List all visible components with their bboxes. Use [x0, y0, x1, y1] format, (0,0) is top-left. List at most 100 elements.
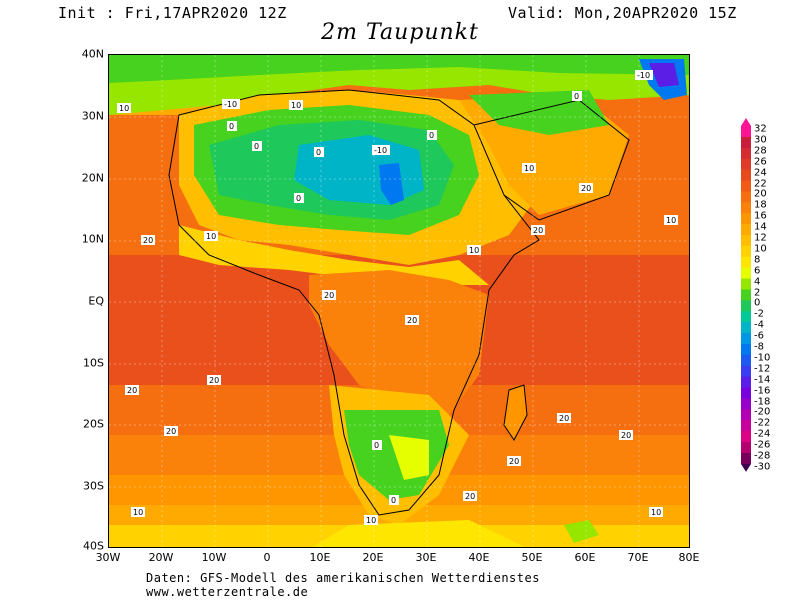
contour-label-text: 10 — [206, 232, 216, 241]
lon-label: 30W — [95, 551, 121, 564]
contour-label-text: 0 — [429, 131, 434, 140]
footer-url: www.wetterzentrale.de — [146, 585, 309, 599]
valid-time: Valid: Mon,20APR2020 15Z — [508, 4, 737, 22]
dewpoint-map: -10 -10 -10 0 0 0 0 0 0 0 0 10 10 10 10 … — [108, 54, 690, 548]
contour-label-text: 0 — [374, 441, 379, 450]
contour-label: 10 — [522, 163, 536, 173]
colorbar-segment — [741, 191, 751, 203]
contour-label: 20 — [164, 426, 178, 436]
lat-label: 20N — [81, 171, 104, 185]
contour-label-text: 0 — [254, 142, 259, 151]
colorbar-segment — [741, 169, 751, 181]
colorbar-segment — [741, 376, 751, 389]
colorbar-level-label: 24 — [754, 167, 767, 179]
colorbar-segment — [741, 224, 751, 236]
map-title: 2m Taupunkt — [321, 20, 479, 45]
ne-cold-core — [649, 63, 679, 87]
colorbar-segment — [741, 333, 751, 345]
colorbar-level-label: 6 — [754, 265, 761, 277]
colorbar-segment — [741, 300, 751, 312]
contour-label: 0 — [572, 91, 582, 101]
colorbar-segment — [741, 256, 751, 269]
contour-label: 20 — [405, 315, 419, 325]
colorbar-segment — [741, 234, 751, 247]
colorbar-level-label: 28 — [754, 145, 767, 157]
kalahari-yellow — [389, 435, 429, 480]
contour-label: 20 — [531, 225, 545, 235]
colorbar-level-label: -26 — [754, 439, 771, 451]
contour-label: 10 — [289, 100, 303, 110]
contour-label: 10 — [204, 231, 218, 241]
contour-label-text: 20 — [143, 236, 153, 245]
colorbar-level-label: 8 — [754, 254, 761, 266]
colorbar-level-label: -24 — [754, 428, 771, 440]
contour-label-text: 20 — [559, 414, 569, 423]
contour-label-text: 0 — [574, 92, 579, 101]
contour-label: 10 — [649, 507, 663, 517]
colorbar-level-label: 26 — [754, 156, 767, 168]
lon-label: 70E — [627, 551, 649, 564]
colorbar-level-label: -16 — [754, 385, 771, 397]
contour-label: 0 — [294, 193, 304, 203]
colorbar-level-label: -6 — [754, 330, 764, 342]
sahel — [179, 225, 489, 285]
contour-label: 0 — [427, 130, 437, 140]
colorbar-segment — [741, 278, 751, 290]
colorbar-level-label: -14 — [754, 374, 771, 386]
colorbar-segment — [741, 322, 751, 334]
colorbar-bottom-arrow — [741, 463, 751, 472]
colorbar-segment — [741, 343, 751, 356]
map-canvas: -10 -10 -10 0 0 0 0 0 0 0 0 10 10 10 10 … — [109, 55, 689, 547]
colorbar-level-label: 22 — [754, 178, 767, 189]
footer-source: Daten: GFS-Modell des amerikanischen Wet… — [146, 571, 540, 585]
colorbar-level-label: -30 — [754, 461, 771, 473]
lon-label: 0 — [263, 551, 271, 564]
lat-label: 30N — [81, 109, 104, 123]
lon-label: 10E — [309, 551, 331, 564]
colorbar-level-label: -4 — [754, 319, 764, 331]
contour-label: 20 — [579, 183, 593, 193]
colorbar-top-arrow — [741, 118, 751, 126]
colorbar-level-label: 16 — [754, 210, 767, 222]
contour-label: 0 — [314, 147, 324, 157]
contour-label: 0 — [372, 440, 382, 450]
contour-label-text: 20 — [324, 291, 334, 300]
colorbar-level-label: 14 — [754, 221, 767, 233]
contour-label-text: 0 — [229, 122, 234, 131]
contour-label-text: 20 — [533, 226, 543, 235]
contour-label: -10 — [222, 99, 240, 109]
lon-label: 40E — [468, 551, 490, 564]
colorbar-segment — [741, 136, 751, 149]
colorbar-level-label: -20 — [754, 406, 771, 418]
colorbar-level-label: -10 — [754, 352, 771, 364]
colorbar-segment — [741, 147, 751, 160]
lon-label: 50E — [521, 551, 543, 564]
contour-labels: -10 -10 -10 0 0 0 0 0 0 0 0 10 10 10 10 … — [117, 70, 678, 525]
contour-label-text: 10 — [366, 516, 376, 525]
colorbar-segment — [741, 420, 751, 432]
lon-label: 30E — [415, 551, 437, 564]
contour-label: 0 — [227, 121, 237, 131]
contour-label-text: 10 — [291, 101, 301, 110]
lon-label: 20E — [362, 551, 384, 564]
contour-label-text: 20 — [407, 316, 417, 325]
colorbar-level-label: 4 — [754, 276, 761, 288]
south-ocean-yellow — [312, 520, 525, 547]
contour-label: 20 — [125, 385, 139, 395]
madagascar — [504, 385, 527, 440]
contour-label-text: 0 — [316, 148, 321, 157]
colorbar-level-label: 0 — [754, 297, 761, 309]
contour-label-text: -10 — [637, 71, 650, 80]
contour-label: 20 — [619, 430, 633, 440]
colorbar — [741, 118, 751, 472]
contour-label: 10 — [117, 103, 131, 113]
south-ocean-green — [564, 520, 599, 543]
contour-label-text: 20 — [509, 457, 519, 466]
init-time: Init : Fri,17APR2020 12Z — [58, 4, 287, 22]
contour-label-text: 20 — [581, 184, 591, 193]
contour-label: 20 — [557, 413, 571, 423]
europe-green-2 — [109, 55, 689, 83]
colorbar-segment — [741, 245, 751, 258]
colorbar-segment — [741, 289, 751, 301]
contour-label-text: 10 — [119, 104, 129, 113]
